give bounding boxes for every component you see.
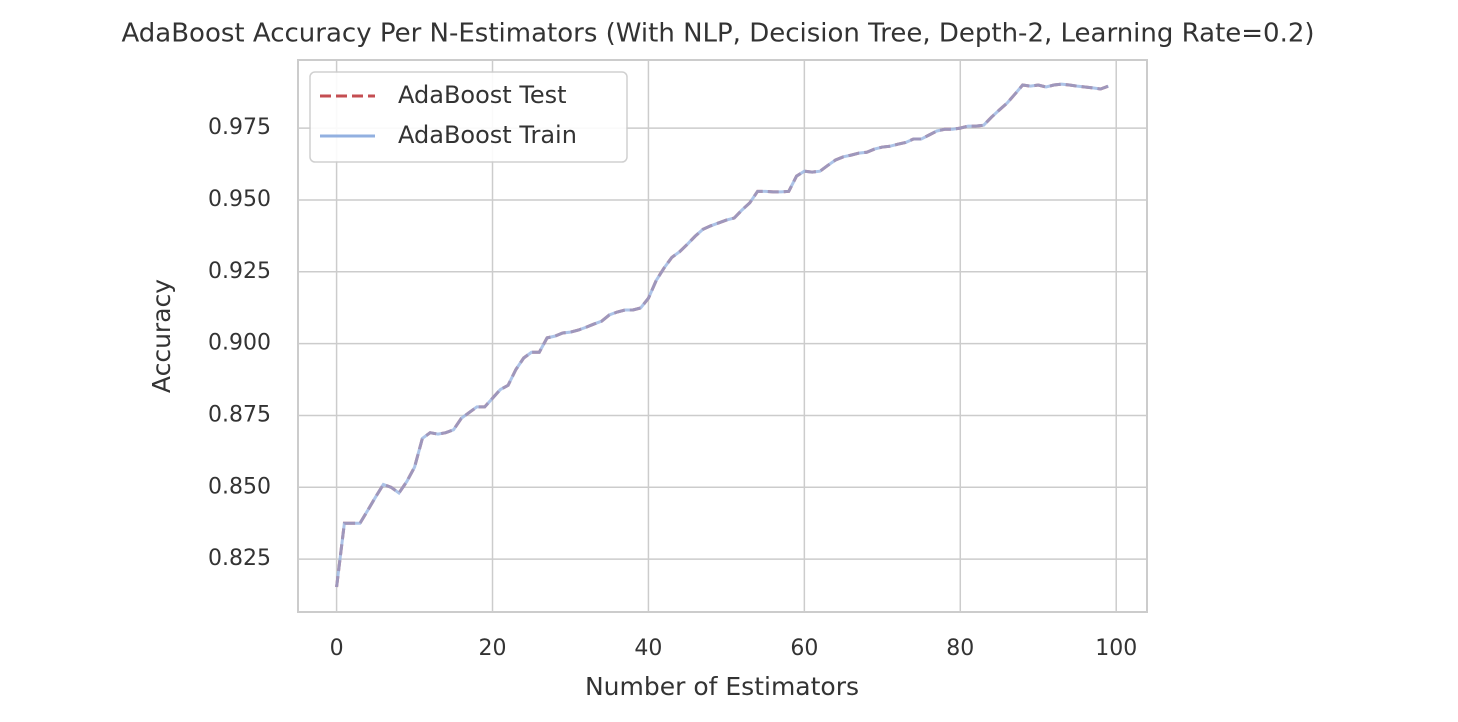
y-tick-label: 0.925 (208, 259, 271, 284)
x-tick-label: 0 (330, 636, 344, 661)
x-tick-label: 20 (479, 636, 507, 661)
x-tick-label: 40 (634, 636, 662, 661)
legend-label: AdaBoost Train (398, 121, 577, 149)
x-tick-label: 100 (1095, 636, 1137, 661)
legend-label: AdaBoost Test (398, 81, 567, 109)
y-tick-label: 0.875 (208, 402, 271, 427)
y-tick-label: 0.950 (208, 187, 271, 212)
data-line (335, 82, 1109, 588)
legend-box (309, 71, 628, 163)
plot-frame (297, 59, 1148, 613)
y-axis-label: Accuracy (147, 279, 176, 393)
x-axis-label: Number of Estimators (585, 672, 859, 701)
y-tick-label: 0.900 (208, 331, 271, 356)
x-tick-label: 80 (946, 636, 974, 661)
x-tick-label: 60 (790, 636, 818, 661)
y-tick-label: 0.975 (208, 115, 271, 140)
chart-title: AdaBoost Accuracy Per N-Estimators (With… (121, 19, 1314, 49)
y-tick-label: 0.850 (208, 474, 271, 499)
y-tick-label: 0.825 (208, 546, 271, 571)
